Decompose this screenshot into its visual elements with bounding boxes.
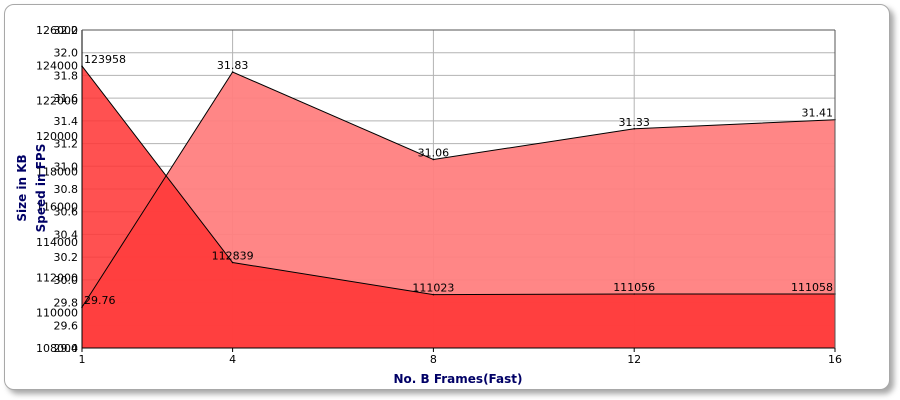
y-tick-label-size: 122000 bbox=[36, 95, 78, 108]
axes bbox=[81, 29, 836, 352]
x-tick-label: 1 bbox=[79, 353, 86, 366]
data-point-speed bbox=[432, 158, 435, 161]
y-tick-label-speed: 31.0 bbox=[54, 160, 79, 173]
y-tick-label-size: 118000 bbox=[36, 165, 78, 178]
y-tick-label-speed: 31.8 bbox=[54, 69, 79, 82]
data-point-speed bbox=[231, 71, 234, 73]
y-tick-label-size: 110000 bbox=[36, 307, 78, 320]
y-tick-label-size: 114000 bbox=[36, 236, 78, 249]
series-area-size bbox=[82, 66, 835, 349]
y-tick-label-speed: 29.8 bbox=[54, 297, 79, 310]
x-tick-label: 4 bbox=[229, 353, 236, 366]
y-tick-label-speed: 32.2 bbox=[54, 24, 79, 37]
data-label-speed: 31.41 bbox=[802, 107, 834, 120]
y-tick-label-size: 126000 bbox=[36, 24, 78, 37]
y-tick-label-size: 124000 bbox=[36, 59, 78, 72]
data-label-speed: 31.33 bbox=[618, 116, 650, 129]
data-label-size: 123958 bbox=[84, 53, 126, 66]
data-labels: 123958 112839 111023 111056 111058 29.76 31.83… bbox=[84, 53, 833, 307]
data-label-size: 112839 bbox=[212, 250, 254, 263]
y-tick-label-size: 116000 bbox=[36, 201, 78, 214]
data-point-speed bbox=[633, 128, 635, 130]
y-tick-label-speed: 30.8 bbox=[54, 183, 79, 196]
x-tick-label: 8 bbox=[430, 353, 437, 366]
y-tick-label-speed: 31.2 bbox=[54, 138, 79, 151]
data-label-speed: 29.76 bbox=[84, 294, 116, 307]
y-tick-label-size: 112000 bbox=[36, 271, 78, 284]
y-axis-title-size: Size in KB bbox=[15, 154, 29, 221]
x-tick-label: 16 bbox=[828, 353, 842, 366]
data-label-speed: 31.06 bbox=[418, 146, 450, 159]
data-point-size bbox=[432, 293, 435, 296]
y-tick-label-speed: 32.0 bbox=[54, 47, 79, 60]
series-areas bbox=[82, 66, 835, 349]
y-tick-label-speed: 30.6 bbox=[54, 206, 79, 219]
y-tick-label-speed: 30.2 bbox=[54, 251, 79, 264]
data-label-size: 111023 bbox=[412, 282, 454, 295]
y-tick-label-size: 108000 bbox=[36, 342, 78, 355]
y-tick-label-speed: 29.4 bbox=[54, 342, 79, 355]
y-axis-title-speed: Speed in FPS bbox=[34, 144, 48, 233]
y-tick-label-speed: 31.6 bbox=[54, 92, 79, 105]
x-axis-title: No. B Frames(Fast) bbox=[393, 372, 522, 386]
y-tick-label-speed: 30.0 bbox=[54, 274, 79, 287]
data-label-size: 111056 bbox=[613, 281, 655, 294]
data-label-size: 111058 bbox=[791, 281, 833, 294]
y-tick-label-speed: 29.6 bbox=[54, 319, 79, 332]
y-tick-label-size: 120000 bbox=[36, 130, 78, 143]
x-tick-label: 12 bbox=[627, 353, 641, 366]
data-point-size bbox=[231, 261, 234, 264]
y-tick-label-speed: 30.4 bbox=[54, 228, 79, 241]
data-point-size bbox=[633, 293, 635, 295]
tick-labels: 1 4 8 12 16 108000 110000 112000 114000 116000 118… bbox=[36, 24, 842, 366]
data-label-speed: 31.83 bbox=[217, 59, 249, 72]
y-tick-label-speed: 31.4 bbox=[54, 115, 79, 128]
